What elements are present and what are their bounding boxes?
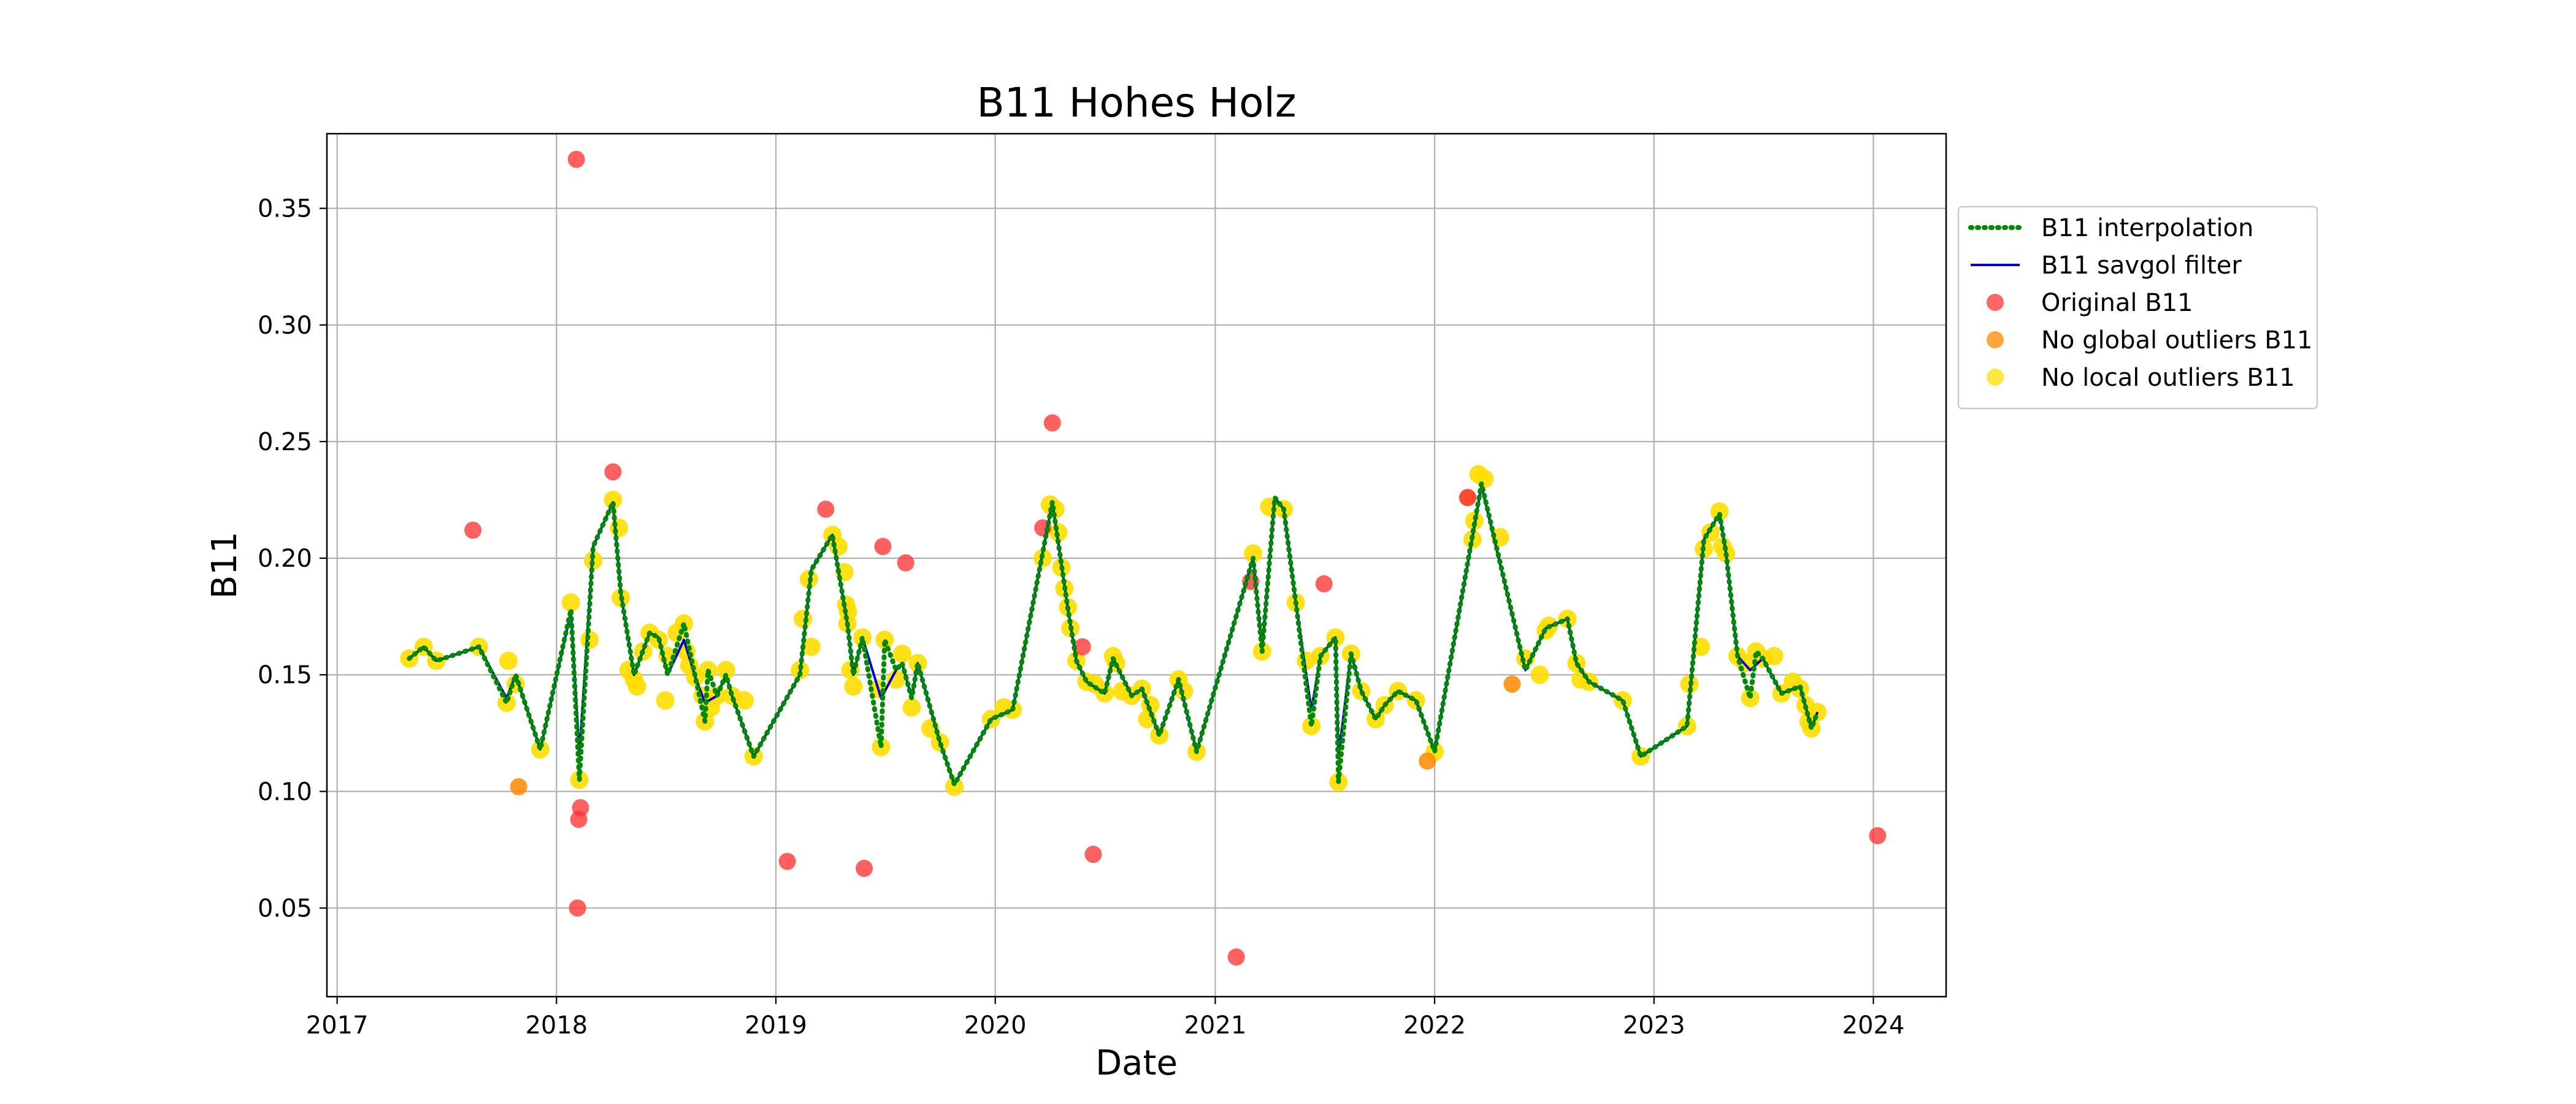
data-point xyxy=(716,661,735,680)
data-point xyxy=(1530,665,1549,684)
data-point xyxy=(464,521,482,539)
axis-ticks: 2017 2018 2019 2020 2021 2022 2023 2024 0.05 0.10… xyxy=(258,195,1904,1040)
data-point xyxy=(656,691,675,710)
y-tick-label: 0.25 xyxy=(258,428,312,456)
legend-label-original-b11: Original B11 xyxy=(2041,289,2193,317)
x-axis-title: Date xyxy=(1095,1043,1178,1083)
data-point xyxy=(510,778,527,795)
data-point xyxy=(802,637,821,656)
data-point xyxy=(1419,752,1436,770)
data-point xyxy=(580,631,599,650)
x-tick-label: 2021 xyxy=(1184,1011,1246,1040)
y-tick-label: 0.10 xyxy=(258,778,312,806)
legend-swatch-original-b11 xyxy=(1987,294,2004,311)
x-tick-label: 2023 xyxy=(1623,1011,1685,1040)
data-point xyxy=(627,677,646,696)
x-tick-label: 2017 xyxy=(306,1011,369,1040)
data-point xyxy=(817,500,835,518)
data-point xyxy=(844,677,863,696)
data-point xyxy=(735,691,754,710)
data-point xyxy=(572,799,589,816)
data-point xyxy=(897,554,914,572)
y-tick-label: 0.15 xyxy=(258,661,312,689)
legend-swatch-no-local-outliers-b11 xyxy=(1987,369,2004,386)
data-point xyxy=(567,150,585,168)
legend-swatch-no-global-outliers-b11 xyxy=(1987,331,2004,348)
x-tick-label: 2018 xyxy=(525,1011,588,1040)
data-point xyxy=(778,853,796,870)
data-point xyxy=(794,609,813,628)
data-point xyxy=(1043,414,1061,432)
data-point xyxy=(1315,575,1333,592)
data-point xyxy=(1475,469,1494,488)
data-point xyxy=(569,899,586,917)
data-point xyxy=(1084,846,1102,864)
legend-label-no-local-outliers-b11: No local outliers B11 xyxy=(2041,364,2295,392)
data-point xyxy=(1869,827,1887,845)
data-point xyxy=(604,463,622,481)
data-point xyxy=(902,698,921,717)
data-point xyxy=(1808,703,1827,722)
x-tick-label: 2020 xyxy=(964,1011,1027,1040)
y-tick-label: 0.05 xyxy=(258,894,312,922)
data-point xyxy=(945,777,964,796)
data-point xyxy=(1227,948,1245,966)
data-point xyxy=(1073,638,1091,656)
data-point xyxy=(604,491,623,510)
legend-label-no-global-outliers-b11: No global outliers B11 xyxy=(2041,326,2313,355)
x-tick-label: 2019 xyxy=(745,1011,807,1040)
x-tick-label: 2022 xyxy=(1403,1011,1466,1040)
legend-box xyxy=(1957,205,2318,410)
legend: B11 interpolation B11 savgol filter Origin… xyxy=(1957,205,2318,410)
grid xyxy=(327,134,1946,997)
chart-title: B11 Hohes Holz xyxy=(976,79,1296,126)
data-point xyxy=(610,518,629,537)
data-point xyxy=(1459,489,1476,507)
legend-label-b11-interpolation: B11 interpolation xyxy=(2041,214,2253,242)
axes-frame xyxy=(326,132,1947,998)
x-tick-label: 2024 xyxy=(1842,1011,1905,1040)
data-point xyxy=(1503,675,1521,693)
plot-area xyxy=(400,150,1887,966)
data-point xyxy=(892,645,911,664)
data-point xyxy=(499,651,518,670)
series-line-b11-interpolation xyxy=(407,481,1820,787)
y-axis-title: B11 xyxy=(205,532,245,599)
y-tick-label: 0.20 xyxy=(258,545,312,573)
y-tick-label: 0.35 xyxy=(258,195,312,223)
data-point xyxy=(887,670,906,689)
legend-label-b11-savgol-filter: B11 savgol filter xyxy=(2041,251,2242,280)
data-point xyxy=(856,859,873,877)
series-original-b11 xyxy=(464,150,1887,966)
y-tick-label: 0.30 xyxy=(258,312,312,340)
data-point xyxy=(874,538,892,556)
data-point xyxy=(1244,544,1263,563)
data-point xyxy=(1710,502,1729,521)
data-point xyxy=(561,593,580,612)
data-point xyxy=(1765,646,1784,665)
